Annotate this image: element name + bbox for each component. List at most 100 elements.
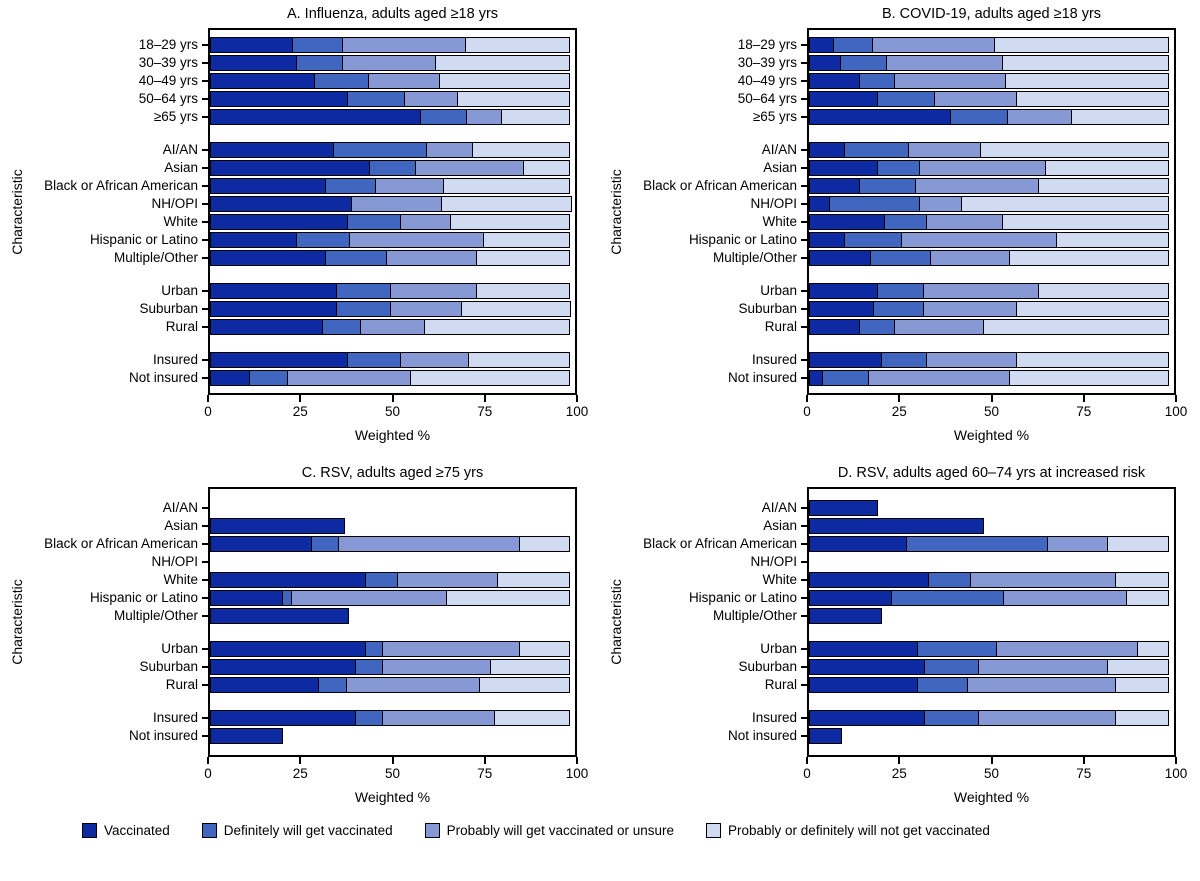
bar-row <box>809 283 1174 299</box>
segment-definitely-will <box>876 91 936 107</box>
segment-vaccinated <box>809 37 835 53</box>
segment-will-not <box>961 196 1170 212</box>
segment-vaccinated <box>210 250 327 266</box>
bar-row <box>809 250 1174 266</box>
x-axis-tick-label: 50 <box>983 766 1000 781</box>
segment-probably-unsure <box>970 572 1117 588</box>
group-gap <box>629 268 807 281</box>
category-tick <box>801 717 807 719</box>
bar-row <box>210 370 575 386</box>
segment-vaccinated <box>809 55 842 71</box>
segment-probably-unsure <box>900 232 1058 248</box>
segment-vaccinated <box>210 536 313 552</box>
category-tick <box>202 185 208 187</box>
segment-will-not <box>1016 91 1170 107</box>
legend-item: Probably or definitely will not get vacc… <box>706 823 990 838</box>
segment-definitely-will <box>336 283 391 299</box>
segment-vaccinated <box>210 73 316 89</box>
segment-will-not <box>446 590 571 606</box>
category-label: AI/AN <box>761 500 797 515</box>
segment-probably-unsure <box>868 370 1011 386</box>
category-tick <box>801 543 807 545</box>
segment-probably-unsure <box>930 250 1011 266</box>
bar-row <box>210 214 575 230</box>
bar-row <box>809 710 1174 726</box>
category-label: Not insured <box>128 728 198 743</box>
x-axis-tick-label: 75 <box>477 766 493 781</box>
segment-vaccinated <box>210 178 327 194</box>
segment-definitely-will <box>347 214 402 230</box>
category-tick <box>801 684 807 686</box>
x-axis-tick <box>483 395 486 402</box>
category-label: Insured <box>751 352 797 367</box>
y-axis-title: Characteristic <box>608 579 624 665</box>
category-label-row: Asian <box>629 160 807 176</box>
group-gap <box>809 695 1174 708</box>
bar-row <box>809 536 1174 552</box>
segment-vaccinated <box>809 572 930 588</box>
category-tick <box>202 80 208 82</box>
bar-row <box>210 659 575 675</box>
segment-definitely-will <box>420 109 468 125</box>
category-label-row: Multiple/Other <box>30 608 208 624</box>
segment-definitely-will <box>924 659 980 675</box>
category-label-row: 40–49 yrs <box>30 73 208 89</box>
category-tick <box>202 167 208 169</box>
category-label: Urban <box>760 283 797 298</box>
category-label-row: 18–29 yrs <box>30 37 208 53</box>
segment-probably-unsure <box>425 142 474 158</box>
segment-probably-unsure <box>290 590 448 606</box>
segment-vaccinated <box>809 608 882 624</box>
segment-probably-unsure <box>886 55 1004 71</box>
legend-item: Definitely will get vaccinated <box>201 823 393 838</box>
segment-probably-unsure <box>385 250 478 266</box>
bar-row <box>809 196 1174 212</box>
segment-definitely-will <box>332 142 428 158</box>
category-label-row: ≥65 yrs <box>629 109 807 125</box>
panel-title: A. Influenza, adults aged ≥18 yrs <box>286 6 499 22</box>
category-tick <box>202 735 208 737</box>
segment-vaccinated <box>809 178 861 194</box>
category-tick <box>801 203 807 205</box>
segment-vaccinated <box>210 142 335 158</box>
category-label-row: Multiple/Other <box>629 250 807 266</box>
segment-will-not <box>435 55 571 71</box>
panel-title: C. RSV, adults aged ≥75 yrs <box>301 465 484 481</box>
segment-probably-unsure <box>389 301 463 317</box>
segment-probably-unsure <box>415 160 525 176</box>
category-label: White <box>762 572 797 587</box>
segment-vaccinated <box>809 73 861 89</box>
category-label: Asian <box>164 160 198 175</box>
segment-vaccinated <box>809 283 879 299</box>
category-label: NH/OPI <box>151 554 198 569</box>
category-label-row: White <box>30 214 208 230</box>
segment-probably-unsure <box>933 91 1018 107</box>
group-gap <box>629 127 807 140</box>
segment-probably-unsure <box>995 641 1139 657</box>
x-axis-tick <box>483 757 486 764</box>
bar-row <box>809 518 1174 534</box>
segment-vaccinated <box>210 160 371 176</box>
segment-probably-unsure <box>342 37 467 53</box>
segment-definitely-will <box>880 352 928 368</box>
x-axis-tick-label: 75 <box>477 404 493 419</box>
category-label-row: AI/AN <box>629 142 807 158</box>
x-axis-tick <box>898 757 901 764</box>
bar-row <box>210 728 575 744</box>
segment-will-not <box>1008 370 1170 386</box>
bar-row <box>210 572 575 588</box>
bar-row <box>210 710 575 726</box>
category-label: 50–64 yrs <box>138 91 198 106</box>
x-axis-tick <box>299 757 302 764</box>
segment-vaccinated <box>809 352 882 368</box>
category-label: Asian <box>763 160 797 175</box>
x-axis-tick <box>207 395 209 402</box>
segment-vaccinated <box>210 352 349 368</box>
segment-definitely-will <box>354 659 384 675</box>
segment-will-not <box>475 283 571 299</box>
segment-probably-unsure <box>922 301 1018 317</box>
segment-definitely-will <box>369 160 417 176</box>
category-label: Urban <box>760 641 797 656</box>
segment-vaccinated <box>809 214 886 230</box>
bar-row <box>809 178 1174 194</box>
